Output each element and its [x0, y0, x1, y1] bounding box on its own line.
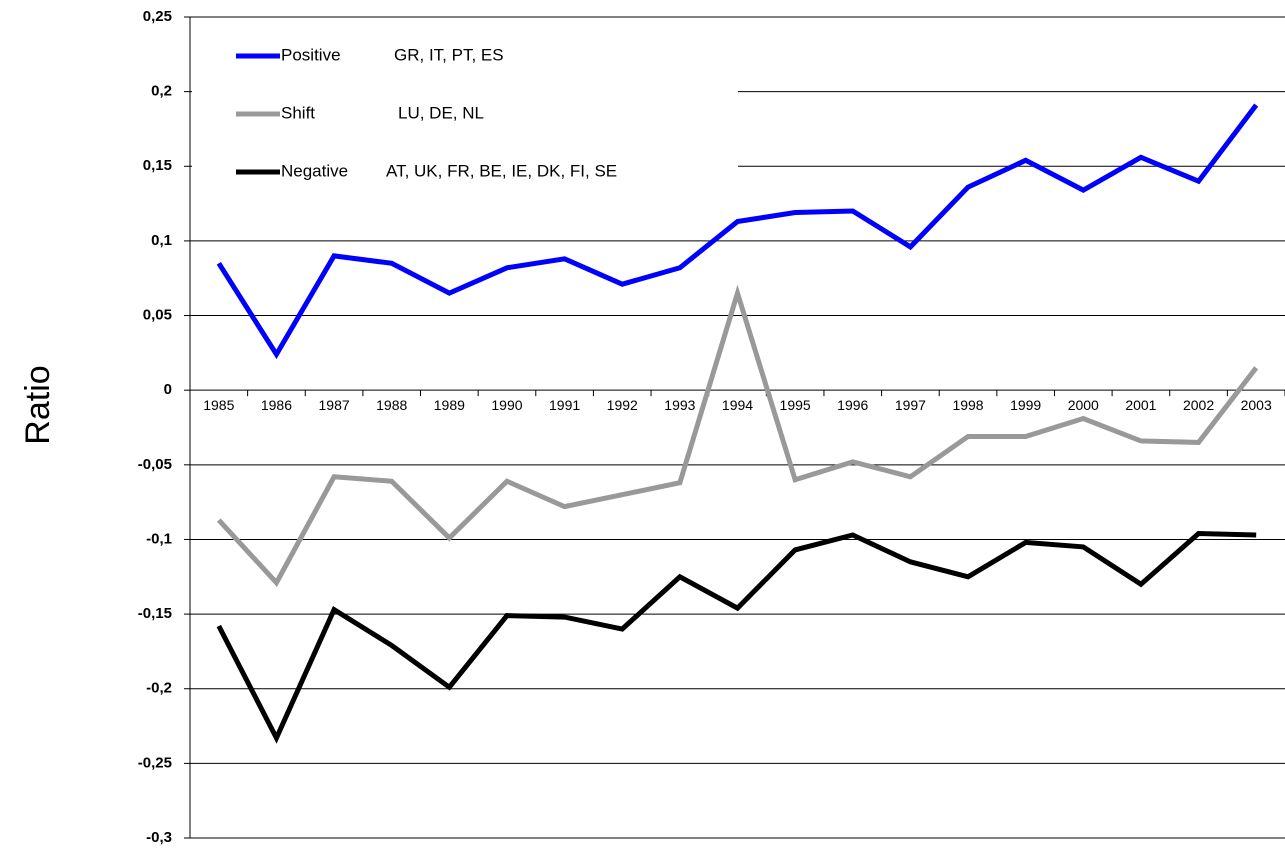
x-tick-label: 1999 [1010, 397, 1041, 413]
x-tick-label: 1990 [491, 397, 522, 413]
y-axis-label: Ratio [19, 365, 57, 444]
legend-label: Shift [281, 103, 315, 122]
legend-label: Negative [281, 161, 348, 180]
legend-countries: GR, IT, PT, ES [394, 45, 504, 64]
y-tick-label: 0,1 [151, 232, 172, 249]
x-tick-label: 1996 [837, 397, 868, 413]
legend-countries: LU, DE, NL [398, 103, 484, 122]
x-tick-label: 1989 [434, 397, 465, 413]
x-tick-label: 1991 [549, 397, 580, 413]
y-tick-label: -0,2 [146, 680, 172, 697]
x-tick-label: 2000 [1068, 397, 1099, 413]
series-line [216, 530, 1257, 744]
y-tick-label: 0,25 [143, 8, 172, 25]
x-tick-label: 1993 [664, 397, 695, 413]
y-tick-label: -0,25 [138, 754, 172, 771]
x-tick-label: 1985 [203, 397, 234, 413]
series-line [216, 284, 1259, 588]
x-tick-label: 2002 [1183, 397, 1214, 413]
y-tick-label: -0,1 [146, 530, 172, 547]
x-tick-label: 1988 [376, 397, 407, 413]
legend-label: Positive [281, 45, 341, 64]
y-tick-label: 0 [164, 381, 172, 398]
x-tick-label: 2001 [1125, 397, 1156, 413]
x-tick-label: 1997 [895, 397, 926, 413]
y-tick-label: -0,15 [138, 605, 172, 622]
x-tick-label: 1987 [319, 397, 350, 413]
x-tick-label: 1986 [261, 397, 292, 413]
x-tick-label: 2003 [1241, 397, 1272, 413]
y-tick-label: 0,05 [143, 307, 172, 324]
y-tick-label: -0,05 [138, 456, 172, 473]
x-tick-label: 1992 [607, 397, 638, 413]
y-tick-label: -0,3 [146, 829, 172, 846]
y-tick-label: 0,15 [143, 157, 172, 174]
y-tick-label: 0,2 [151, 83, 172, 100]
x-tick-label: 1995 [780, 397, 811, 413]
x-tick-label: 1994 [722, 397, 753, 413]
legend-box [192, 24, 738, 184]
legend-countries: AT, UK, FR, BE, IE, DK, FI, SE [386, 161, 617, 180]
x-tick-label: 1998 [952, 397, 983, 413]
series-line [216, 103, 1259, 360]
